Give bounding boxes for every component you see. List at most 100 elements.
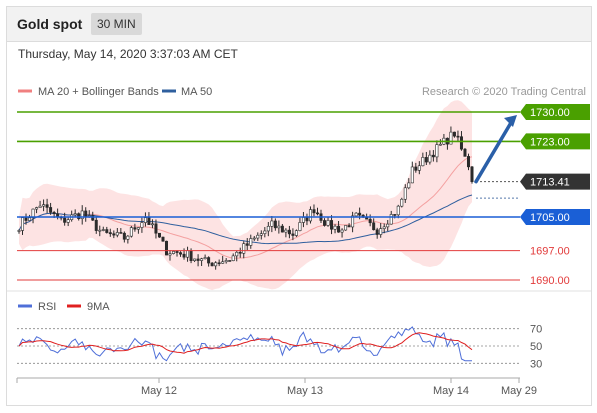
candle-body [129, 227, 133, 237]
candle-body [333, 225, 337, 230]
candle-body [80, 210, 84, 219]
timestamp: Thursday, May 14, 2020 3:37:03 AM CET [18, 47, 238, 61]
candle-body [294, 230, 298, 236]
candle-body [459, 136, 463, 150]
candle-body [344, 225, 348, 231]
candle-body [217, 262, 221, 265]
candle-body [45, 204, 49, 208]
candle-body [435, 144, 439, 158]
candle-body [119, 232, 123, 234]
candle-body [456, 135, 460, 138]
candle-body [386, 223, 390, 228]
candle-body [108, 232, 112, 235]
candle-body [452, 131, 456, 137]
main-legend: MA 20 + Bollinger Bands MA 50 Research ©… [18, 86, 586, 98]
candle-body [273, 220, 277, 229]
candle-body [438, 143, 442, 146]
candle-body [417, 165, 421, 171]
x-tick-label: May 14 [433, 385, 469, 397]
candle-body [315, 212, 319, 215]
svg-text:1730.00: 1730.00 [530, 107, 570, 119]
level-labels: 1730.00 1723.00 1705.00 1697.00 1690.00 1713.… [520, 104, 590, 287]
candle-body [77, 213, 81, 219]
candle-body [259, 233, 263, 236]
candle-body [17, 230, 21, 232]
candle-body [172, 251, 176, 254]
candle-body [203, 257, 207, 260]
candle-body [323, 220, 327, 226]
candle-body [210, 262, 214, 267]
candle-body [91, 215, 95, 221]
candle-body [143, 217, 147, 223]
candle-body [133, 227, 137, 230]
legend-label-rsi: RSI [38, 301, 56, 313]
candle-body [312, 209, 316, 214]
candle-body [186, 250, 190, 258]
candle-body [393, 214, 397, 216]
candle-body [340, 229, 344, 233]
main-plot-area [17, 100, 520, 291]
candle-body [389, 214, 393, 225]
candle-body [221, 261, 225, 264]
forecast-arrow-head [504, 115, 517, 127]
level-tag-1723-00: 1723.00 [520, 133, 590, 150]
candle-body [379, 228, 383, 235]
candle-body [122, 232, 126, 240]
ma20-line [18, 156, 473, 259]
candle-body [407, 182, 411, 189]
candle-body [193, 258, 197, 261]
candle-body [368, 218, 372, 224]
candle-body [463, 148, 467, 157]
candle-body [421, 157, 425, 167]
rsi-line [18, 326, 472, 362]
level-label-1690-00: 1690.00 [530, 275, 570, 287]
candle-body [98, 229, 102, 232]
candle-body [235, 251, 239, 257]
candle-body [242, 243, 246, 254]
instrument-title: Gold spot [17, 16, 83, 32]
candle-body [196, 258, 200, 261]
candle-body [403, 187, 407, 200]
candle-body [63, 217, 67, 223]
candle-body [301, 217, 305, 223]
candle-body [375, 229, 379, 235]
candle-body [231, 255, 235, 261]
candle-body [214, 262, 218, 267]
candle-body [424, 157, 428, 163]
bollinger-band [19, 100, 472, 291]
candle-body [154, 223, 158, 234]
legend-swatch-ma20 [18, 89, 32, 93]
candle-body [291, 233, 295, 236]
candle-body [182, 253, 186, 258]
candle-body [228, 260, 232, 262]
candle-body [35, 207, 39, 210]
legend-swatch-9ma [67, 304, 81, 308]
candle-body [238, 251, 242, 254]
candle-body [284, 229, 288, 233]
candle-body [431, 154, 435, 158]
level-tag-1730-00: 1730.00 [520, 104, 590, 120]
timeframe-badge[interactable]: 30 MIN [91, 13, 142, 35]
candle-body [115, 232, 119, 236]
last-price-tag: 1713.41 [520, 173, 590, 190]
candle-body [126, 235, 130, 240]
candle-body [249, 238, 253, 246]
candle-body [224, 260, 228, 263]
candle-body [140, 222, 144, 228]
candle-body [136, 227, 140, 230]
level-label-1697-00: 1697.00 [530, 246, 570, 258]
candle-body [49, 207, 53, 213]
candle-body [414, 166, 418, 171]
candle-body [466, 156, 470, 168]
rsi-plot-area: 70 50 30 [17, 324, 542, 370]
svg-text:1713.41: 1713.41 [530, 177, 570, 189]
candle-body [382, 226, 386, 229]
candle-body [101, 229, 105, 231]
candle-body [449, 131, 453, 145]
candle-body [358, 212, 362, 216]
candle-body [157, 232, 161, 238]
candle-body [112, 233, 116, 236]
legend-swatch-ma50 [162, 89, 176, 93]
candle-body [277, 225, 281, 229]
level-tag-1705-00: 1705.00 [520, 209, 590, 225]
